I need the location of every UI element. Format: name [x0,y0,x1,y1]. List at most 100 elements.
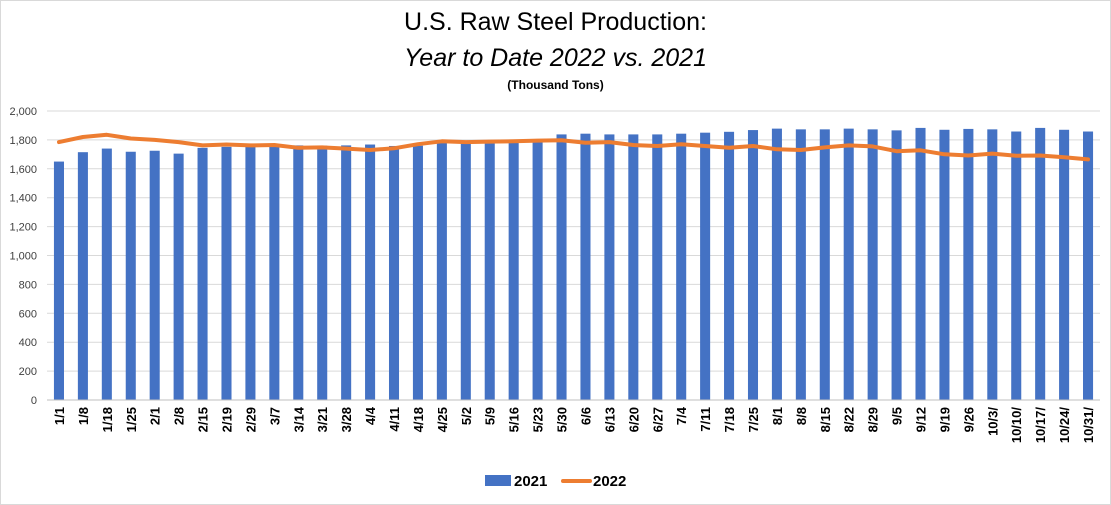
bar-2021 [676,133,687,400]
bar-2021 [197,147,208,400]
x-tick-label: 5/9 [483,407,498,425]
bar-2021 [843,128,854,400]
chart-subtitle: Year to Date 2022 vs. 2021 [404,44,707,72]
y-tick-label: 200 [19,366,37,378]
x-tick-label: 8/29 [866,407,881,432]
point-2022 [607,140,611,144]
legend-label-2021: 2021 [514,473,547,490]
point-2022 [344,147,348,151]
point-2022 [631,143,635,147]
x-tick-label: 1/25 [124,407,139,432]
point-2022 [1038,154,1042,158]
point-2022 [57,140,61,144]
x-tick-label: 1/1 [52,407,67,425]
bar-2021 [771,128,782,400]
point-2022 [512,139,516,143]
bar-2021 [53,161,64,400]
x-tick-label: 7/25 [746,407,761,432]
y-tick-label: 600 [19,308,37,320]
bar-2021 [1059,129,1070,400]
x-tick-label: 7/4 [674,406,689,425]
bar-2021 [556,134,567,400]
point-2022 [368,148,372,152]
point-2022 [464,140,468,144]
point-2022 [775,147,779,151]
bar-2021 [628,134,639,400]
legend-label-2022: 2022 [593,473,626,490]
point-2022 [536,139,540,143]
point-2022 [177,140,181,144]
bar-2021 [245,146,256,400]
y-tick-label: 2,000 [9,106,37,118]
x-tick-label: 9/26 [961,407,976,432]
bar-2021 [508,142,519,400]
point-2022 [823,145,827,149]
point-2022 [201,143,205,147]
point-2022 [296,146,300,150]
bar-2021 [939,129,950,400]
point-2022 [655,144,659,148]
point-2022 [895,149,899,153]
y-tick-label: 1,600 [9,164,37,176]
point-2022 [560,138,564,142]
bar-2021 [819,129,830,400]
point-2022 [919,148,923,152]
y-tick-label: 1,200 [9,222,37,234]
point-2022 [248,143,252,147]
bar-2021 [867,129,878,400]
point-2022 [871,144,875,148]
x-tick-label: 4/18 [411,407,426,432]
x-tick-label: 3/14 [291,406,306,432]
x-tick-label: 10/24/ [1057,407,1072,444]
bar-2021 [891,130,902,400]
x-tick-label: 2/15 [196,407,211,432]
bar-2021 [365,144,376,400]
x-tick-label: 6/20 [626,407,641,432]
x-tick-label: 2/8 [172,407,187,425]
point-2022 [1062,155,1066,159]
x-tick-label: 10/10/ [1009,407,1024,444]
point-2022 [320,145,324,149]
x-tick-label: 5/2 [459,407,474,425]
x-tick-label: 6/13 [602,407,617,432]
bar-2021 [532,141,543,400]
x-tick-label: 3/21 [315,407,330,432]
bar-2021 [101,148,112,400]
point-2022 [1014,154,1018,158]
y-tick-label: 400 [19,337,37,349]
y-tick-label: 0 [31,395,37,407]
bar-2021 [1083,131,1094,401]
x-tick-label: 8/8 [794,407,809,425]
point-2022 [272,143,276,147]
bar-2021 [269,145,280,400]
x-tick-label: 6/27 [650,407,665,432]
bar-2021 [652,134,663,400]
point-2022 [799,148,803,152]
x-tick-label: 1/8 [76,407,91,425]
y-tick-label: 1,800 [9,135,37,147]
bar-2021 [221,146,232,400]
point-2022 [942,152,946,156]
y-tick-label: 800 [19,279,37,291]
x-tick-label: 2/1 [148,407,163,425]
chart-title: U.S. Raw Steel Production: [404,8,707,36]
x-tick-label: 8/22 [842,407,857,432]
point-2022 [679,142,683,146]
bar-2021 [173,153,184,400]
point-2022 [392,146,396,150]
bar-2021 [412,145,423,400]
x-tick-label: 5/30 [555,407,570,432]
x-tick-label: 9/19 [937,407,952,432]
x-tick-label: 2/29 [243,407,258,432]
y-tick-label: 1,000 [9,251,37,263]
point-2022 [583,141,587,145]
x-tick-label: 4/11 [387,407,402,432]
bar-2021 [125,151,136,400]
x-tick-label: 3/7 [267,407,282,425]
x-tick-label: 7/11 [698,407,713,432]
bar-2021 [484,143,495,400]
point-2022 [751,144,755,148]
point-2022 [440,139,444,143]
point-2022 [81,135,85,139]
